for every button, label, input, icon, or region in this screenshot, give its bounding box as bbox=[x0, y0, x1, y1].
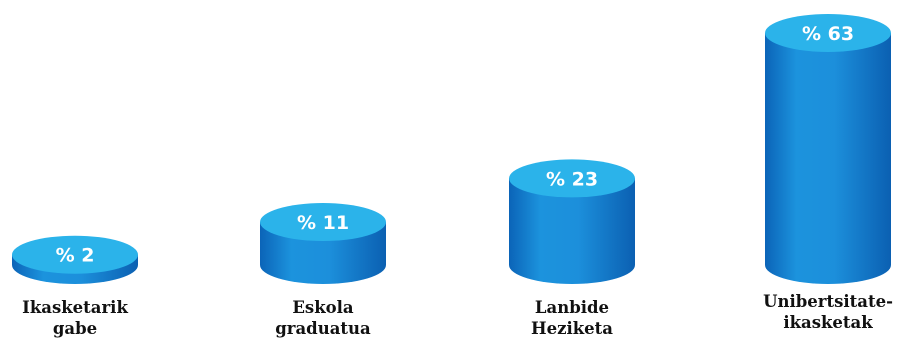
bar-side bbox=[509, 178, 635, 284]
value-label: % 23 bbox=[546, 168, 598, 190]
bar-top bbox=[260, 203, 386, 242]
bar-top bbox=[765, 14, 891, 52]
category-label: Ikasketarik gabe bbox=[22, 298, 128, 338]
bar-3: % 23 bbox=[509, 159, 635, 284]
bar-2: % 11 bbox=[260, 203, 386, 284]
bar-1: % 2 bbox=[12, 235, 138, 284]
bar-top bbox=[509, 159, 635, 198]
value-label: % 2 bbox=[56, 245, 95, 267]
bar-top bbox=[12, 235, 138, 274]
category-label: Eskola graduatua bbox=[275, 298, 371, 338]
category-label: Unibertsitate- ikasketak bbox=[763, 292, 893, 332]
value-label: % 11 bbox=[297, 212, 349, 234]
value-label: % 63 bbox=[802, 23, 854, 45]
bar-side bbox=[765, 33, 891, 284]
category-label: Lanbide Heziketa bbox=[531, 298, 613, 338]
bar-4: % 63 bbox=[765, 14, 891, 284]
